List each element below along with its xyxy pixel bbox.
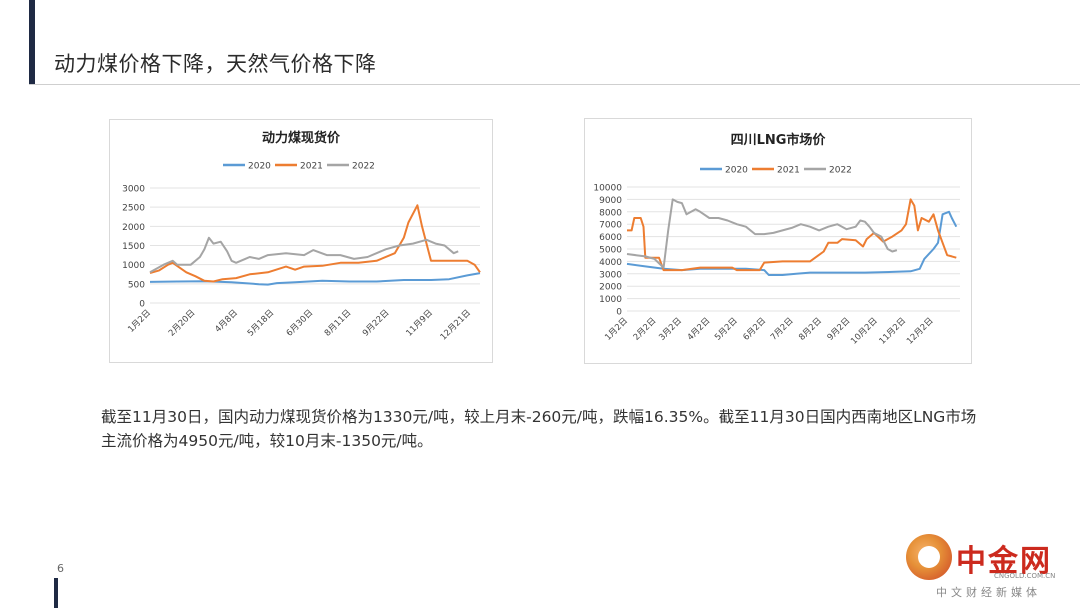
lng-y-tick-label: 2000 <box>599 283 622 293</box>
lng-x-tick-label: 11月2日 <box>878 316 909 347</box>
coal-legend-item-2021: 2021 <box>275 162 323 172</box>
coal-x-tick-label: 8月11日 <box>323 308 354 339</box>
lng-x-tick-label: 1月2日 <box>603 316 630 343</box>
lng-y-tick-label: 3000 <box>599 270 622 280</box>
coal-y-tick-label: 1000 <box>122 261 145 271</box>
lng-x-tick-label: 9月2日 <box>826 316 853 343</box>
lng-x-tick-label: 4月2日 <box>686 316 713 343</box>
title-divider <box>29 84 1080 85</box>
coal-legend-item-2022: 2022 <box>327 162 375 172</box>
lng-y-tick-label: 0 <box>616 308 622 318</box>
coal-price-chart: 动力煤现货价 2020 2021 2022 0 500 1000 1500 2000 2500 30… <box>109 119 493 363</box>
lng-y-tick-label: 1000 <box>599 295 622 305</box>
brand-url: CNGOLD.COM.CN <box>994 572 1056 580</box>
lng-x-tick-label: 3月2日 <box>657 316 684 343</box>
svg-text:2022: 2022 <box>829 166 852 176</box>
lng-price-chart-svg: 四川LNG市场价 2020 2021 2022 0 1000 2000 3000 4000 500… <box>593 132 960 347</box>
svg-text:2021: 2021 <box>300 162 323 172</box>
lng-legend-item-2022: 2022 <box>804 166 852 176</box>
coal-legend-item-2020: 2020 <box>223 162 271 172</box>
lng-y-tick-label: 8000 <box>599 208 622 218</box>
coal-x-tick-label: 9月22日 <box>361 308 392 339</box>
brand-logo-icon <box>906 534 952 580</box>
lng-series-line-2022 <box>626 198 898 269</box>
lng-x-tick-label: 10月2日 <box>849 316 880 347</box>
svg-text:2020: 2020 <box>725 166 748 176</box>
svg-text:2022: 2022 <box>352 162 375 172</box>
lng-x-tick-label: 7月2日 <box>769 316 796 343</box>
coal-series-line-2020 <box>149 272 481 286</box>
coal-y-tick-label: 3000 <box>122 185 145 195</box>
brand-tagline: 中文财经新媒体 <box>936 586 1041 599</box>
lng-x-tick-label: 12月2日 <box>905 316 936 347</box>
coal-chart-title: 动力煤现货价 <box>262 130 341 146</box>
coal-x-tick-label: 4月8日 <box>213 308 240 335</box>
lng-price-chart: 四川LNG市场价 2020 2021 2022 0 1000 2000 3000 4000 500… <box>584 118 972 364</box>
lng-series-line-2021 <box>627 198 957 272</box>
coal-x-tick-label: 5月18日 <box>246 308 277 339</box>
coal-series-line-2022 <box>149 236 459 274</box>
lng-y-tick-label: 6000 <box>599 233 622 243</box>
lng-x-tick-label: 5月2日 <box>713 316 740 343</box>
coal-x-tick-label: 2月20日 <box>167 308 198 339</box>
lng-x-tick-label: 6月2日 <box>741 316 768 343</box>
lng-legend-item-2021: 2021 <box>752 166 800 176</box>
brand-name: 中金网 <box>956 544 1052 579</box>
coal-y-tick-label: 2500 <box>122 204 145 214</box>
coal-series-line-2021 <box>149 204 481 283</box>
lng-x-tick-label: 8月2日 <box>797 316 824 343</box>
lng-legend-item-2020: 2020 <box>700 166 748 176</box>
svg-text:2021: 2021 <box>777 166 800 176</box>
coal-x-tick-label: 6月30日 <box>285 308 316 339</box>
lng-y-tick-label: 4000 <box>599 258 622 268</box>
coal-y-tick-label: 1500 <box>122 242 145 252</box>
coal-y-tick-label: 500 <box>128 280 145 290</box>
page-number: 6 <box>57 562 64 575</box>
coal-x-tick-label: 11月9日 <box>404 308 435 339</box>
lng-y-tick-label: 10000 <box>593 184 622 194</box>
lng-y-tick-label: 7000 <box>599 221 622 231</box>
accent-bar <box>29 0 35 84</box>
lng-chart-title: 四川LNG市场价 <box>731 132 827 148</box>
brand-watermark: 中金网 CNGOLD.COM.CN 中文财经新媒体 <box>906 532 1066 602</box>
svg-text:2020: 2020 <box>248 162 271 172</box>
lng-x-tick-label: 2月2日 <box>632 316 659 343</box>
lng-y-tick-label: 5000 <box>599 246 622 256</box>
coal-y-tick-label: 0 <box>139 300 145 310</box>
slide-title: 动力煤价格下降，天然气价格下降 <box>54 52 377 76</box>
coal-price-chart-svg: 动力煤现货价 2020 2021 2022 0 500 1000 1500 2000 2500 30… <box>122 130 481 342</box>
summary-caption: 截至11月30日，国内动力煤现货价格为1330元/吨，较上月末-260元/吨，跌… <box>101 408 977 450</box>
coal-x-tick-label: 1月2日 <box>126 308 153 335</box>
lng-y-tick-label: 9000 <box>599 196 622 206</box>
coal-x-tick-label: 12月21日 <box>439 308 473 342</box>
bottom-accent-bar <box>54 578 58 608</box>
coal-y-tick-label: 2000 <box>122 223 145 233</box>
